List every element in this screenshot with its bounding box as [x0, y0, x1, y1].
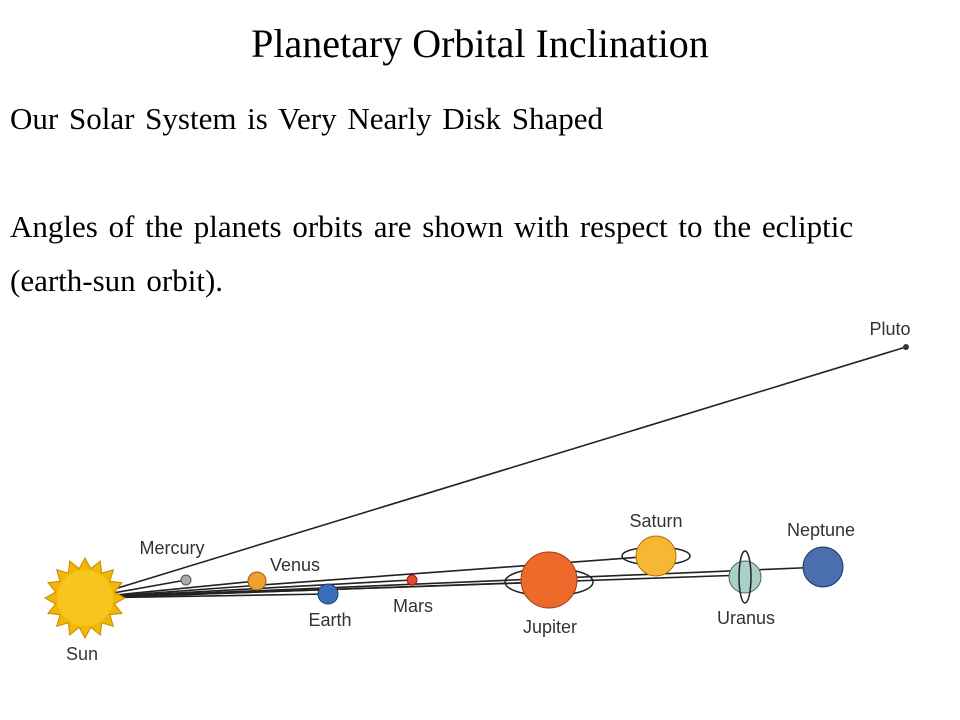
- sun: [57, 570, 113, 626]
- venus: [247, 571, 267, 591]
- pluto: [903, 344, 909, 350]
- uranus: [728, 560, 762, 594]
- jupiter: [520, 551, 578, 609]
- body-label: Mercury: [139, 538, 204, 558]
- mars: [406, 574, 418, 586]
- body-label: Venus: [270, 555, 320, 575]
- paragraph: Our Solar System is Very Nearly Disk Sha…: [10, 101, 604, 136]
- uranus-ring: [738, 550, 752, 604]
- slide-title: Planetary Orbital Inclination: [251, 21, 709, 66]
- neptune: [802, 546, 844, 588]
- body-label: Earth: [308, 610, 351, 630]
- body-label: Neptune: [787, 520, 855, 540]
- paragraph: Angles of the planets orbits are shown w…: [10, 209, 854, 298]
- mercury: [180, 574, 192, 586]
- orbit-line: [84, 566, 824, 599]
- body-label: Pluto: [869, 319, 910, 339]
- saturn: [635, 535, 677, 577]
- body-label: Jupiter: [523, 617, 577, 637]
- orbit-line: [84, 346, 907, 599]
- earth: [317, 583, 339, 605]
- body-label: Sun: [66, 644, 98, 664]
- orbit-lines: [84, 346, 907, 599]
- body-label: Uranus: [717, 608, 775, 628]
- body-label: Saturn: [629, 511, 682, 531]
- body-label: Mars: [393, 596, 433, 616]
